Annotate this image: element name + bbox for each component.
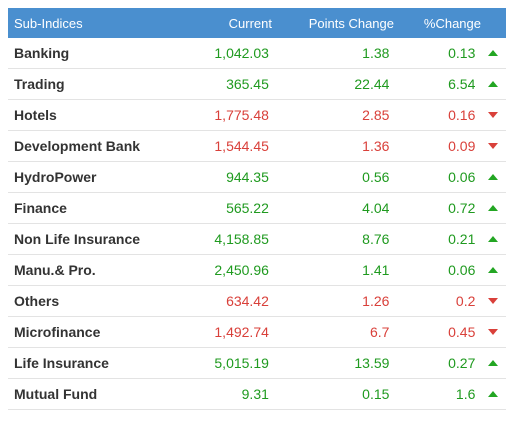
trend-indicator — [475, 267, 506, 273]
table-row[interactable]: Life Insurance 5,015.19 13.59 0.27 — [8, 348, 506, 379]
table-row[interactable]: Finance 565.22 4.04 0.72 — [8, 193, 506, 224]
triangle-up-icon — [487, 81, 498, 87]
sub-index-name: Trading — [14, 76, 65, 92]
table-row[interactable]: Non Life Insurance 4,158.85 8.76 0.21 — [8, 224, 506, 255]
points-change-value: 1.41 — [362, 262, 390, 278]
current-value: 1,492.74 — [214, 324, 269, 340]
percent-change-value: 0.13 — [448, 45, 476, 61]
percent-change-value: 0.72 — [448, 200, 476, 216]
header-points-change: Points Change — [308, 15, 394, 31]
sub-index-name: Life Insurance — [14, 355, 109, 371]
percent-change-value: 0.06 — [448, 262, 476, 278]
triangle-up-icon — [487, 174, 498, 180]
percent-change-value: 1.6 — [455, 386, 476, 402]
triangle-up-icon — [487, 236, 498, 242]
table-row[interactable]: Banking 1,042.03 1.38 0.13 — [8, 38, 506, 69]
percent-change-value: 0.21 — [448, 231, 476, 247]
triangle-down-icon — [487, 329, 498, 335]
triangle-down-icon — [487, 143, 498, 149]
sub-index-name: HydroPower — [14, 169, 97, 185]
sub-index-name: Development Bank — [14, 138, 141, 154]
percent-change-value: 6.54 — [448, 76, 476, 92]
current-value: 4,158.85 — [214, 231, 269, 247]
trend-indicator — [475, 360, 506, 366]
sub-index-name: Finance — [14, 200, 67, 216]
percent-change-value: 0.45 — [448, 324, 476, 340]
table-row[interactable]: Microfinance 1,492.74 6.7 0.45 — [8, 317, 506, 348]
table-header: Sub-Indices Current Points Change %Chang… — [8, 8, 506, 38]
trend-indicator — [475, 391, 506, 397]
percent-change-value: 0.09 — [448, 138, 476, 154]
points-change-value: 22.44 — [354, 76, 390, 92]
sub-index-name: Non Life Insurance — [14, 231, 141, 247]
trend-indicator — [475, 174, 506, 180]
triangle-up-icon — [487, 391, 498, 397]
points-change-value: 1.26 — [362, 293, 390, 309]
trend-indicator — [475, 236, 506, 242]
trend-indicator — [475, 329, 506, 335]
current-value: 1,544.45 — [214, 138, 269, 154]
trend-indicator — [475, 143, 506, 149]
table-row[interactable]: Development Bank 1,544.45 1.36 0.09 — [8, 131, 506, 162]
triangle-up-icon — [487, 360, 498, 366]
header-sub-indices: Sub-Indices — [14, 15, 83, 31]
points-change-value: 6.7 — [369, 324, 390, 340]
points-change-value: 1.36 — [362, 138, 390, 154]
triangle-up-icon — [487, 205, 498, 211]
table-row[interactable]: HydroPower 944.35 0.56 0.06 — [8, 162, 506, 193]
sub-index-name: Banking — [14, 45, 70, 61]
points-change-value: 0.56 — [362, 169, 390, 185]
percent-change-value: 0.06 — [448, 169, 476, 185]
sub-index-name: Hotels — [14, 107, 57, 123]
current-value: 365.45 — [226, 76, 269, 92]
sub-index-name: Manu.& Pro. — [14, 262, 96, 278]
current-value: 1,775.48 — [214, 107, 269, 123]
points-change-value: 2.85 — [362, 107, 390, 123]
trend-indicator — [475, 50, 506, 56]
triangle-down-icon — [487, 298, 498, 304]
points-change-value: 0.15 — [362, 386, 390, 402]
trend-indicator — [475, 298, 506, 304]
percent-change-value: 0.2 — [455, 293, 476, 309]
current-value: 9.31 — [241, 386, 269, 402]
current-value: 634.42 — [226, 293, 269, 309]
table-row[interactable]: Mutual Fund 9.31 0.15 1.6 — [8, 379, 506, 410]
current-value: 565.22 — [226, 200, 269, 216]
percent-change-value: 0.27 — [448, 355, 476, 371]
points-change-value: 13.59 — [354, 355, 390, 371]
table-row[interactable]: Hotels 1,775.48 2.85 0.16 — [8, 100, 506, 131]
triangle-down-icon — [487, 112, 498, 118]
header-current: Current — [228, 15, 272, 31]
sub-indices-table: Sub-Indices Current Points Change %Chang… — [8, 8, 506, 410]
header-percent-change: %Change — [423, 15, 481, 31]
current-value: 1,042.03 — [214, 45, 269, 61]
current-value: 944.35 — [226, 169, 269, 185]
triangle-up-icon — [487, 50, 498, 56]
table-row[interactable]: Trading 365.45 22.44 6.54 — [8, 69, 506, 100]
points-change-value: 1.38 — [362, 45, 390, 61]
sub-index-name: Mutual Fund — [14, 386, 98, 402]
points-change-value: 8.76 — [362, 231, 390, 247]
trend-indicator — [475, 112, 506, 118]
sub-index-name: Microfinance — [14, 324, 101, 340]
current-value: 5,015.19 — [214, 355, 269, 371]
trend-indicator — [475, 81, 506, 87]
points-change-value: 4.04 — [362, 200, 390, 216]
percent-change-value: 0.16 — [448, 107, 476, 123]
table-row[interactable]: Manu.& Pro. 2,450.96 1.41 0.06 — [8, 255, 506, 286]
table-row[interactable]: Others 634.42 1.26 0.2 — [8, 286, 506, 317]
current-value: 2,450.96 — [214, 262, 269, 278]
sub-index-name: Others — [14, 293, 60, 309]
trend-indicator — [475, 205, 506, 211]
table-body: Banking 1,042.03 1.38 0.13 Trading 365.45 22.4… — [8, 38, 506, 410]
triangle-up-icon — [487, 267, 498, 273]
